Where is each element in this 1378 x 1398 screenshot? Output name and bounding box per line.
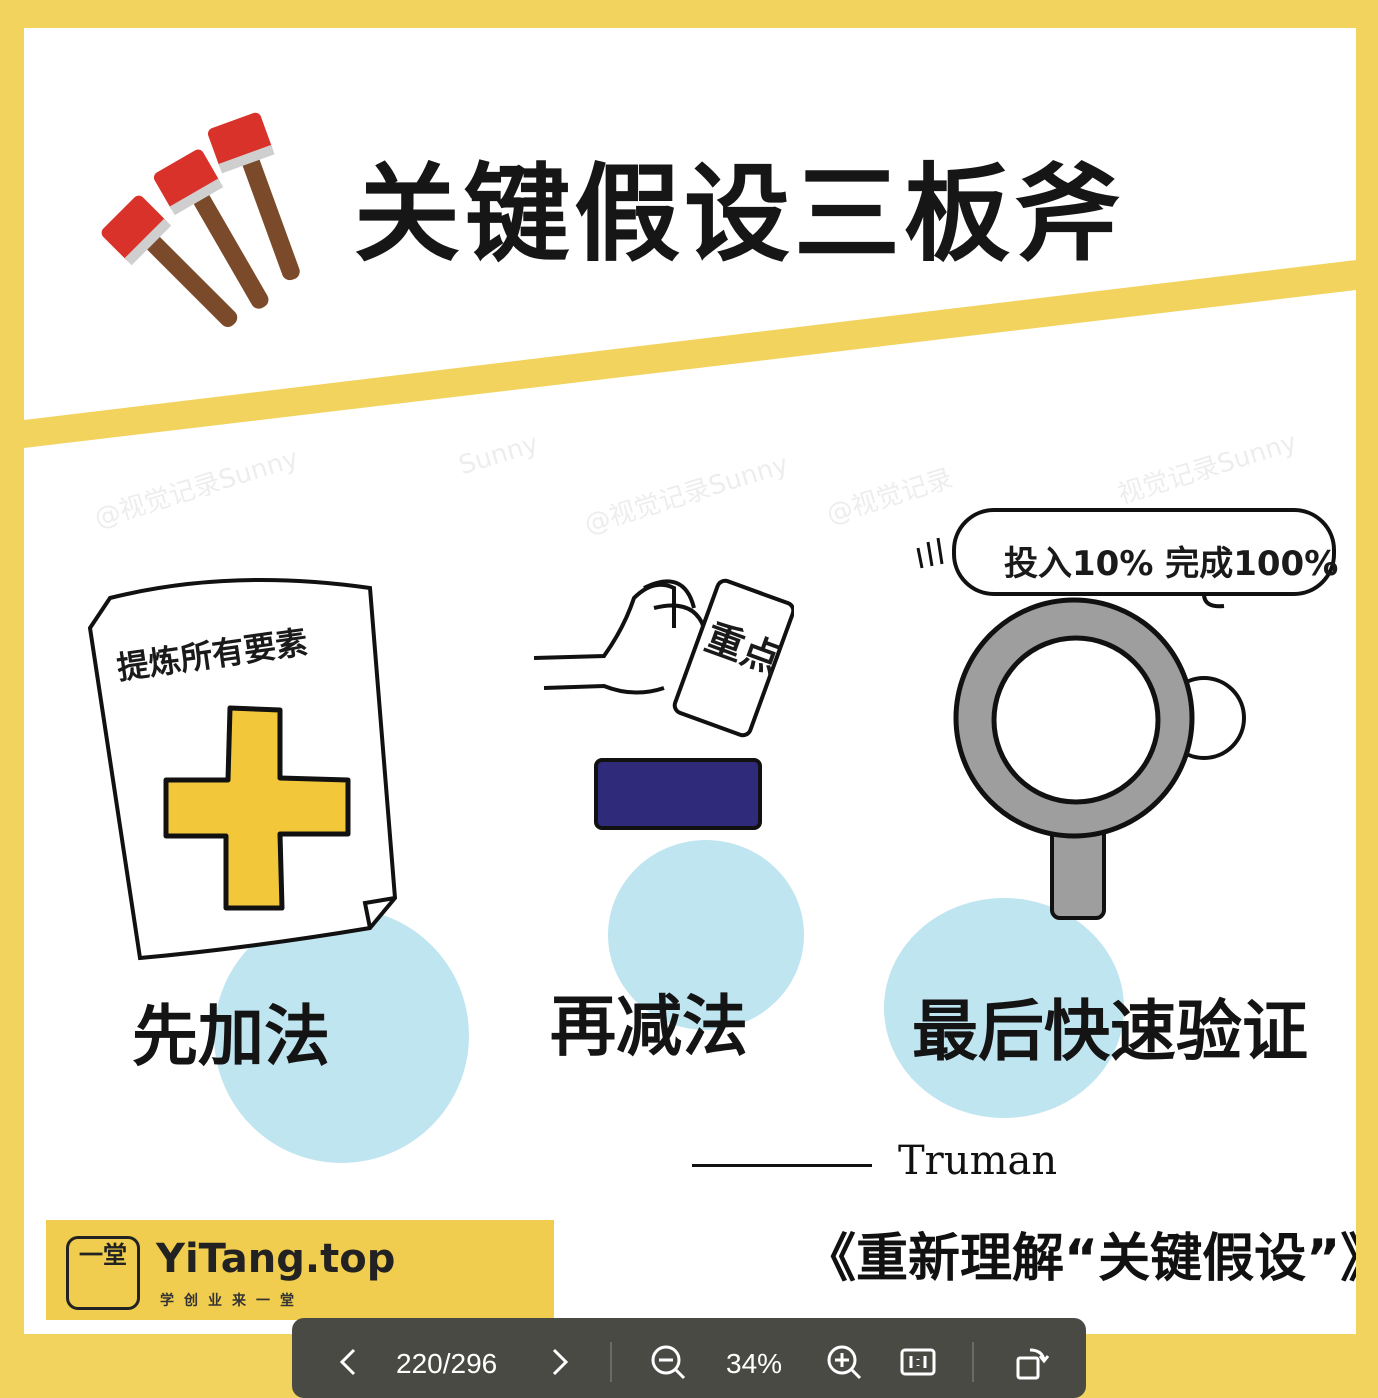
blue-blob <box>214 908 469 1163</box>
attribution-dash <box>692 1164 872 1167</box>
magnifier-icon <box>916 508 1336 920</box>
author-name: Truman <box>898 1138 1058 1184</box>
brand-name: YiTang.top <box>156 1236 396 1282</box>
minus-icon <box>594 758 762 830</box>
watermark: @视觉记录Sunny <box>580 449 792 541</box>
watermark: @视觉记录Sunny <box>90 443 302 535</box>
next-page-button[interactable] <box>536 1340 580 1384</box>
blue-blob <box>608 840 804 1030</box>
brand-tagline: 学创业来一堂 <box>160 1293 304 1309</box>
zoom-in-icon[interactable] <box>822 1340 866 1384</box>
previous-page-button[interactable] <box>328 1340 372 1384</box>
toolbar-divider <box>972 1342 974 1382</box>
actual-size-icon[interactable] <box>896 1340 940 1384</box>
source-title: 《重新理解“关键假设”》 <box>804 1229 1356 1289</box>
section-label-subtract: 再减法 <box>550 988 748 1065</box>
zoom-level: 34% <box>726 1348 783 1379</box>
toolbar-divider <box>610 1342 612 1382</box>
section-label-validate: 最后快速验证 <box>912 993 1308 1070</box>
axes-icon <box>101 112 300 327</box>
page-title: 关键假设三板斧 <box>354 153 1124 276</box>
viewer-toolbar: 220/296 34% <box>292 1318 1086 1398</box>
zoom-out-icon[interactable] <box>646 1340 690 1384</box>
hand-with-card-icon <box>534 578 794 738</box>
speech-bubble-text: 投入10% 完成100% <box>1004 544 1339 584</box>
yellow-divider-band <box>24 260 1356 448</box>
paper-sheet-icon <box>87 578 398 961</box>
section-label-add: 先加法 <box>132 998 330 1075</box>
brand-mark: 一堂 <box>66 1236 140 1310</box>
page-indicator: 220/296 <box>396 1348 498 1379</box>
brand-logo: 一堂 YiTang.top 学创业来一堂 <box>46 1220 554 1320</box>
rotate-icon[interactable] <box>1010 1340 1054 1384</box>
poster-image: 关键假设三板斧 @视觉记录Sunny Sunny @视觉记录Sunny @视觉记… <box>24 28 1356 1334</box>
blue-blob <box>884 898 1124 1118</box>
